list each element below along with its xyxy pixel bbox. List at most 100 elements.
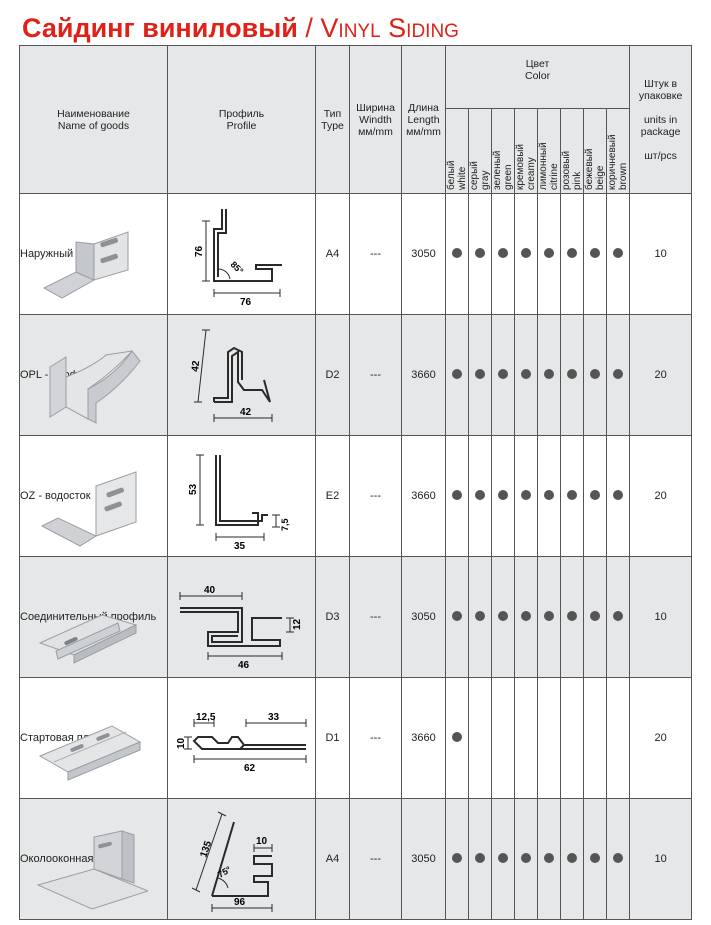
color-dot-cell	[445, 556, 469, 678]
color-dot-cell	[491, 314, 515, 436]
color-dot-cell	[583, 677, 607, 799]
availability-dot	[475, 489, 485, 500]
availability-dot	[613, 368, 624, 379]
product-name-cell: Соединительный профиль	[19, 556, 168, 678]
color-dot-cell	[445, 193, 469, 315]
title-en: Vinyl Siding	[320, 13, 459, 43]
availability-dot	[567, 852, 577, 863]
color-header-citrine: лимонный citrine	[537, 108, 561, 194]
product-name-cell: Наружный угол	[19, 193, 168, 315]
svg-text:7,5: 7,5	[280, 518, 290, 531]
availability-dot	[590, 852, 600, 863]
color-dot-cell	[560, 677, 584, 799]
quantity-cell: 20	[629, 435, 693, 557]
color-dot-cell	[491, 435, 515, 557]
availability-dot	[452, 368, 462, 379]
availability-dot	[521, 368, 531, 379]
svg-text:35: 35	[234, 541, 246, 551]
type-cell: E2	[315, 435, 350, 557]
color-dot-cell	[560, 556, 584, 678]
header-profile: Профиль Profile	[167, 45, 316, 194]
color-dot-cell	[491, 193, 515, 315]
availability-dot	[498, 489, 508, 500]
color-header-green: зеленый green	[491, 108, 515, 194]
color-dot-cell	[605, 193, 631, 315]
svg-text:40: 40	[204, 585, 216, 596]
color-dot-cell	[583, 435, 607, 557]
product-name-cell: Околооконная планка	[19, 798, 168, 920]
availability-dot	[452, 731, 462, 742]
type-cell: A4	[315, 193, 350, 315]
color-dot-cell	[583, 556, 607, 678]
width-cell: ---	[349, 677, 402, 799]
product-name: Соединительный профиль	[20, 610, 157, 623]
profile-drawing-cell: 42 42	[167, 314, 316, 436]
color-dot-cell	[605, 677, 631, 799]
availability-dot	[452, 247, 462, 258]
availability-dot	[475, 247, 485, 258]
color-dot-cell	[491, 798, 515, 920]
color-dot-cell	[537, 314, 561, 436]
length-cell: 3050	[401, 556, 446, 678]
header-name: Наименование Name of goods	[19, 45, 168, 194]
color-dot-cell	[445, 677, 469, 799]
svg-text:62: 62	[244, 763, 256, 774]
color-dot-cell	[468, 798, 492, 920]
availability-dot	[521, 610, 531, 621]
availability-dot	[544, 610, 554, 621]
color-header-white: белый white	[445, 108, 469, 194]
color-dot-cell	[445, 798, 469, 920]
product-photo-outside-corner	[42, 231, 129, 299]
page-title: Сайдинг виниловый / Vinyl Siding	[22, 11, 459, 45]
color-dot-cell	[583, 798, 607, 920]
table-row: Околооконная планка	[19, 798, 693, 920]
color-dot-cell	[537, 193, 561, 315]
svg-text:46: 46	[238, 660, 250, 671]
profile-drawing-opl: 42 42	[190, 329, 272, 422]
length-cell: 3050	[401, 798, 446, 920]
availability-dot	[590, 489, 600, 500]
color-dot-cell	[491, 556, 515, 678]
availability-dot	[498, 368, 508, 379]
profile-drawing-cell: 12,5 33 10 62	[167, 677, 316, 799]
product-photo-starter	[38, 725, 142, 781]
svg-text:12: 12	[292, 618, 303, 630]
color-dot-cell	[491, 677, 515, 799]
color-dot-cell	[605, 556, 631, 678]
color-dot-cell	[583, 314, 607, 436]
color-dot-cell	[468, 193, 492, 315]
color-header-gray: серый gray	[468, 108, 492, 194]
color-dot-cell	[560, 193, 584, 315]
title-ru: Сайдинг виниловый	[22, 13, 298, 43]
availability-dot	[567, 247, 577, 258]
svg-text:76: 76	[240, 297, 252, 308]
quantity-cell: 20	[629, 677, 693, 799]
table-row: OZ - водосток	[19, 435, 693, 557]
availability-dot	[498, 852, 508, 863]
svg-text:85°: 85°	[228, 259, 245, 276]
table-row: Соединительный профиль	[19, 556, 693, 678]
color-dot-cell	[514, 435, 538, 557]
availability-dot	[475, 852, 485, 863]
table-row: Наружный угол	[19, 193, 693, 315]
quantity-cell: 10	[629, 798, 693, 920]
color-dot-cell	[605, 798, 631, 920]
availability-dot	[521, 852, 531, 863]
color-header-beige: бежевый beige	[583, 108, 607, 194]
table-row: OPL - профиль 42	[19, 314, 693, 436]
product-name-cell: OZ - водосток	[19, 435, 168, 557]
width-cell: ---	[349, 435, 402, 557]
svg-text:33: 33	[268, 712, 280, 723]
availability-dot	[567, 610, 577, 621]
profile-drawing-outside-corner: 76 76 85°	[194, 209, 282, 308]
type-cell: D2	[315, 314, 350, 436]
color-dot-cell	[537, 677, 561, 799]
color-dot-cell	[583, 193, 607, 315]
color-dot-cell	[468, 677, 492, 799]
color-dot-cell	[537, 556, 561, 678]
width-cell: ---	[349, 556, 402, 678]
type-cell: D1	[315, 677, 350, 799]
profile-drawing-starter: 12,5 33 10 62	[176, 712, 306, 774]
quantity-cell: 10	[629, 556, 693, 678]
length-cell: 3660	[401, 435, 446, 557]
